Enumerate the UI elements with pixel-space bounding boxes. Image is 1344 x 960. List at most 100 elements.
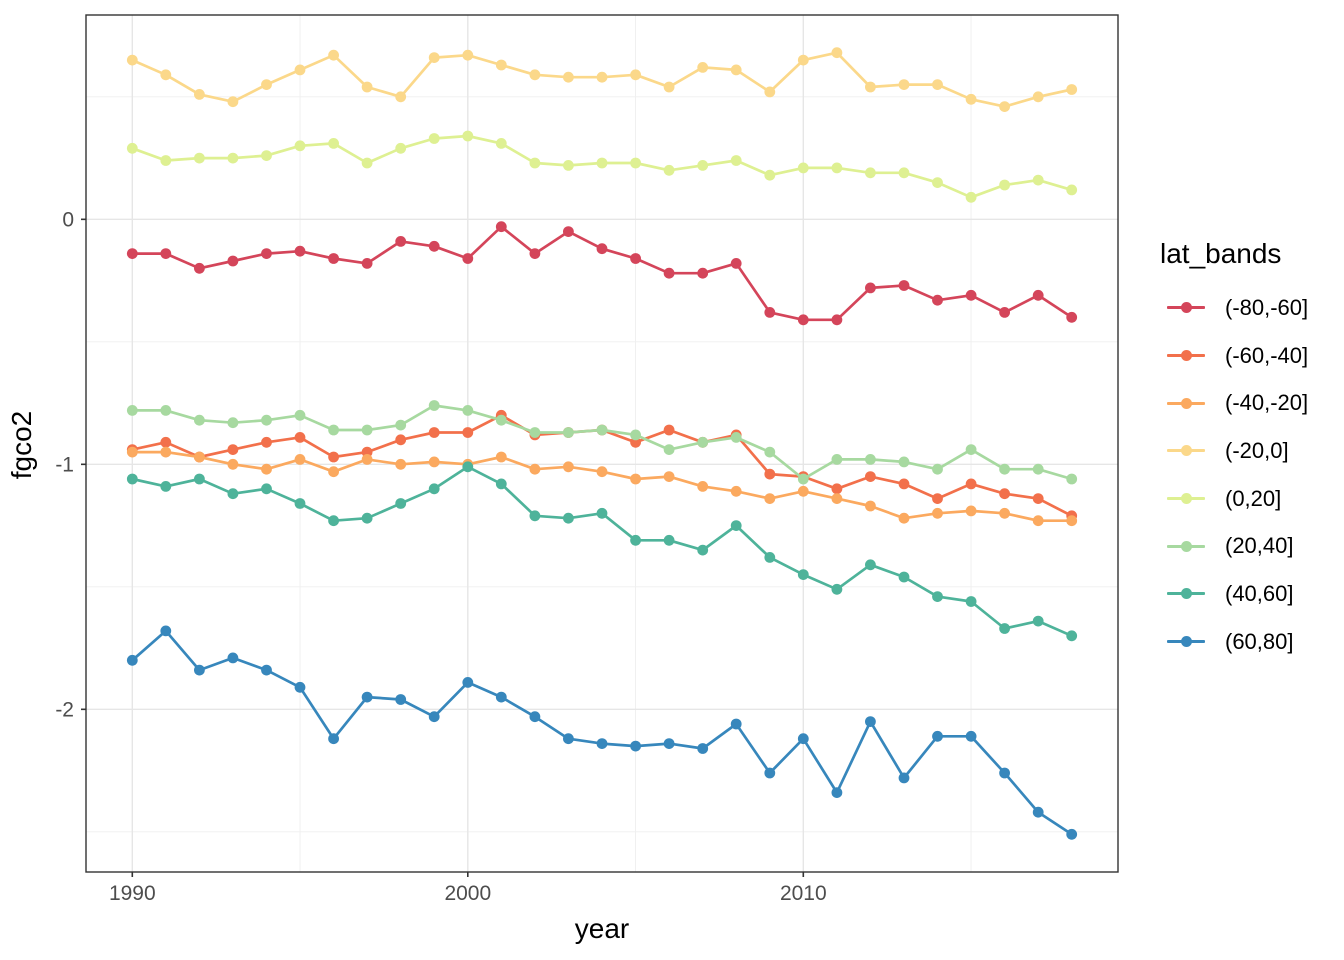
series-point-(0,20] — [227, 152, 239, 164]
series-point-(-80,-60] — [965, 289, 977, 301]
series-point-(20,40] — [428, 400, 440, 411]
series-point-(0,20] — [898, 167, 910, 179]
series-point-(20,40] — [797, 473, 809, 485]
series-point-(0,20] — [1032, 174, 1044, 186]
series-point-(60,80] — [361, 691, 373, 703]
series-point-(-60,-40] — [428, 427, 440, 438]
series-point-(-20,0] — [663, 81, 675, 93]
series-point-(20,40] — [697, 436, 709, 448]
series-point-(-80,-60] — [160, 248, 172, 259]
series-point-(60,80] — [663, 738, 675, 749]
series-point-(0,20] — [663, 164, 675, 176]
series-point-(-20,0] — [395, 91, 407, 103]
series-point-(20,40] — [529, 427, 541, 438]
series-point-(-40,-20] — [563, 461, 574, 473]
series-point-(0,20] — [361, 157, 373, 169]
series-point-(-80,-60] — [261, 248, 272, 259]
series-point-(0,20] — [294, 140, 306, 152]
series-point-(20,40] — [965, 444, 977, 455]
series-point-(60,80] — [126, 654, 138, 666]
series-point-(-20,0] — [764, 86, 776, 98]
series-point-(20,40] — [764, 446, 776, 458]
series-point-(-80,-60] — [865, 282, 876, 294]
series-point-(20,40] — [1066, 473, 1078, 485]
series-point-(0,20] — [730, 155, 742, 166]
series-point-(60,80] — [1032, 806, 1044, 818]
legend-key-icon — [1167, 527, 1205, 565]
series-point-(-80,-60] — [462, 253, 474, 264]
series-point-(-20,0] — [999, 101, 1010, 112]
series-point-(-80,-60] — [831, 314, 843, 326]
legend: lat_bands (-80,-60] (-60,-40] (-40,-20] (-2… — [1160, 238, 1344, 666]
series-point-(20,40] — [194, 414, 205, 426]
series-point-(-60,-40] — [831, 483, 843, 495]
series-point-(60,80] — [462, 677, 474, 688]
series-point-(20,40] — [596, 424, 608, 436]
series-point-(-40,-20] — [764, 493, 776, 504]
series-point-(-20,0] — [1066, 84, 1078, 95]
series-point-(-60,-40] — [932, 493, 943, 504]
legend-item-(0,20]: (0,20] — [1160, 475, 1344, 523]
series-point-(40,60] — [764, 552, 776, 563]
series-point-(-40,-20] — [160, 446, 172, 458]
x-tick-label: 1990 — [109, 882, 156, 905]
series-point-(40,60] — [932, 591, 943, 602]
series-point-(60,80] — [797, 733, 809, 745]
series-point-(-20,0] — [898, 79, 910, 90]
series-point-(-20,0] — [495, 59, 507, 71]
legend-key-icon — [1167, 337, 1205, 375]
series-point-(20,40] — [663, 444, 675, 455]
legend-item-(-60,-40]: (-60,-40] — [1160, 332, 1344, 380]
series-point-(60,80] — [160, 625, 172, 637]
panel-border — [85, 14, 1119, 873]
series-point-(-40,-20] — [697, 481, 709, 492]
series-point-(40,60] — [1032, 615, 1044, 627]
series-point-(-40,-20] — [428, 456, 440, 468]
series-point-(-40,-20] — [194, 451, 205, 463]
series-point-(0,20] — [495, 138, 507, 149]
series-point-(-80,-60] — [126, 248, 138, 259]
series-point-(-80,-60] — [194, 262, 205, 274]
series-point-(40,60] — [529, 510, 541, 522]
series-point-(-60,-40] — [261, 436, 272, 448]
series-point-(60,80] — [395, 694, 407, 705]
series-point-(-20,0] — [194, 89, 205, 100]
series-point-(-40,-20] — [898, 512, 910, 524]
series-point-(40,60] — [630, 534, 641, 546]
series-point-(20,40] — [126, 405, 138, 416]
series-point-(-60,-40] — [294, 432, 306, 443]
series-point-(0,20] — [194, 152, 205, 164]
series-point-(0,20] — [697, 160, 709, 171]
series-point-(60,80] — [596, 738, 608, 749]
series-point-(40,60] — [395, 498, 407, 509]
series-point-(0,20] — [831, 162, 843, 174]
series-point-(60,80] — [865, 716, 876, 727]
series-point-(-60,-40] — [227, 444, 239, 455]
legend-label: (20,40] — [1225, 533, 1294, 559]
series-point-(-80,-60] — [1066, 311, 1078, 323]
series-point-(40,60] — [999, 623, 1010, 634]
series-point-(60,80] — [328, 733, 339, 745]
series-point-(-20,0] — [428, 52, 440, 63]
series-point-(-80,-60] — [730, 258, 742, 269]
series-point-(40,60] — [797, 569, 809, 580]
y-tick-label: 0 — [62, 208, 74, 231]
series-point-(20,40] — [294, 409, 306, 421]
series-point-(-80,-60] — [932, 294, 943, 306]
legend-label: (60,80] — [1225, 628, 1294, 654]
series-point-(-40,-20] — [294, 454, 306, 465]
series-point-(-40,-20] — [261, 463, 272, 475]
series-point-(-80,-60] — [898, 280, 910, 291]
series-point-(40,60] — [865, 559, 876, 571]
series-point-(20,40] — [932, 463, 943, 475]
series-point-(60,80] — [697, 743, 709, 754]
series-point-(40,60] — [1066, 630, 1078, 642]
series-point-(-80,-60] — [395, 236, 407, 247]
legend-key-icon — [1167, 623, 1205, 661]
legend-label: (-80,-60] — [1225, 294, 1309, 320]
series-point-(60,80] — [932, 730, 943, 742]
series-point-(-20,0] — [227, 96, 239, 108]
series-point-(20,40] — [495, 414, 507, 426]
series-point-(0,20] — [999, 179, 1010, 191]
